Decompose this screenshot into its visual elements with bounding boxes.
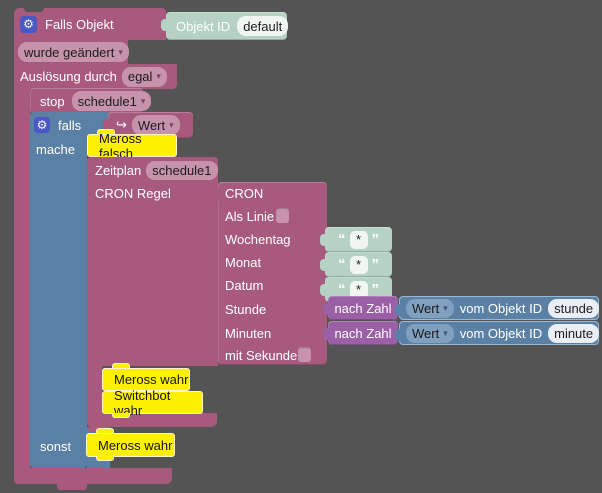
top-notch-cut	[24, 8, 44, 12]
stunde-label: Stunde	[225, 302, 267, 317]
wert-vom-objekt-block-minuten[interactable]: Wert ▾ vom Objekt ID minute	[395, 321, 600, 345]
trigger-by-dropdown-value: egal	[127, 69, 153, 84]
if-block-header[interactable]: ⚙ falls	[30, 112, 110, 138]
open-quote-icon: “	[338, 281, 346, 298]
trigger-block-header[interactable]: ⚙ Falls Objekt	[14, 8, 166, 40]
chevron-down-icon: ▾	[118, 46, 123, 57]
trigger-block-row-trigger: Auslösung durch egal ▾	[14, 64, 177, 89]
gear-icon[interactable]: ⚙	[20, 15, 37, 33]
action-label: Switchbot wahr	[114, 387, 171, 418]
close-quote-icon: ”	[371, 281, 380, 298]
mit-sekunden-checkbox[interactable]	[298, 347, 311, 362]
wert-dropdown[interactable]: Wert ▾	[406, 323, 454, 343]
string-input[interactable]: *	[349, 255, 368, 274]
zeitplan-label: Zeitplan	[95, 163, 142, 178]
action-label: Meross wahr	[114, 372, 189, 387]
close-quote-icon: ”	[371, 231, 380, 248]
connector-tab	[97, 129, 115, 135]
nach-zahl-label: nach Zahl	[334, 300, 392, 316]
stop-label: stop	[40, 93, 65, 109]
chevron-down-icon: ▾	[443, 327, 448, 338]
cron-block[interactable]: CRON Als Linie Wochentag Monat Datum Stu…	[213, 182, 327, 365]
zeitplan-name-input[interactable]: schedule1	[146, 161, 218, 180]
zeitplan-block-left-wall	[87, 366, 102, 413]
changed-dropdown[interactable]: wurde geändert ▾	[18, 42, 129, 62]
chevron-down-icon: ▾	[169, 119, 174, 130]
if-block-left-wall: mache sonst	[30, 138, 87, 468]
wert-dropdown-value: Wert	[412, 325, 440, 341]
nach-zahl-label: nach Zahl	[334, 325, 392, 341]
open-quote-icon: “	[338, 256, 346, 273]
vom-objekt-id-label: vom Objekt ID	[459, 325, 543, 341]
value-arrow-icon: ↪	[116, 117, 127, 132]
open-quote-icon: “	[338, 231, 346, 248]
trigger-block-bottom-bar	[14, 468, 172, 484]
changed-dropdown-value: wurde geändert	[24, 44, 115, 60]
vom-objekt-id-label: vom Objekt ID	[459, 300, 543, 316]
wochentag-label: Wochentag	[225, 232, 291, 247]
connector-tab	[112, 363, 130, 369]
als-linie-checkbox[interactable]	[276, 208, 289, 223]
nach-zahl-block-stunde[interactable]: nach Zahl	[323, 296, 398, 320]
cron-title: CRON	[225, 186, 264, 201]
minuten-label: Minuten	[225, 326, 272, 341]
action-block-meross-wahr[interactable]: Meross wahr	[102, 368, 190, 391]
next-connector-tab	[57, 484, 87, 490]
mit-sekunden-label: mit Sekunden	[225, 348, 305, 363]
chevron-down-icon: ▾	[443, 302, 448, 313]
wert-dropdown[interactable]: Wert ▾	[131, 115, 180, 135]
else-label: sonst	[40, 439, 72, 454]
objekt-id-input[interactable]: default	[237, 16, 289, 36]
objekt-id-label: Objekt ID	[176, 18, 231, 34]
action-block-meross-wahr-sonst[interactable]: Meross wahr	[86, 433, 175, 457]
als-linie-label: Als Linie	[225, 209, 275, 224]
wert-vom-objekt-block-stunde[interactable]: Wert ▾ vom Objekt ID stunde	[395, 296, 600, 320]
wert-dropdown[interactable]: Wert ▾	[406, 298, 454, 318]
action-label: Meross wahr	[98, 437, 173, 453]
oid-input[interactable]: stunde	[548, 298, 600, 318]
next-connector-tab	[88, 427, 103, 432]
string-block-wochentag[interactable]: “ * ”	[320, 227, 392, 252]
trigger-block-left-wall	[14, 89, 30, 468]
chevron-down-icon: ▾	[140, 95, 146, 106]
trigger-block-title: Falls Objekt	[45, 16, 114, 32]
connector-tab	[96, 456, 114, 461]
gear-icon[interactable]: ⚙	[34, 117, 50, 133]
stop-block[interactable]: stop schedule1 ▾	[30, 88, 152, 114]
trigger-by-dropdown[interactable]: egal ▾	[121, 66, 167, 87]
trigger-block-row-changed: wurde geändert ▾	[14, 40, 129, 64]
wert-trigger-value-block[interactable]: ↪ Wert ▾	[103, 112, 193, 138]
zeitplan-block-body[interactable]: Zeitplan schedule1 CRON Regel	[87, 157, 218, 366]
action-block-meross-falsch[interactable]: Meross falsch	[87, 131, 177, 161]
objekt-id-block[interactable]: Objekt ID default	[161, 12, 289, 40]
connector-tab	[112, 413, 130, 418]
action-block-switchbot-wahr[interactable]: Switchbot wahr	[102, 388, 203, 418]
close-quote-icon: ”	[371, 256, 380, 273]
if-label: falls	[58, 117, 82, 133]
stop-schedule-value: schedule1	[77, 93, 137, 109]
string-input[interactable]: *	[349, 280, 368, 299]
wert-dropdown-value: Wert	[412, 300, 440, 316]
cron-rule-label: CRON Regel	[95, 186, 171, 201]
datum-label: Datum	[225, 278, 264, 293]
nach-zahl-block-minuten[interactable]: nach Zahl	[323, 321, 398, 345]
connector-tab	[96, 428, 114, 434]
stop-schedule-dropdown[interactable]: schedule1 ▾	[71, 91, 152, 111]
wert-dropdown-value: Wert	[137, 117, 166, 133]
oid-input[interactable]: minute	[548, 323, 600, 343]
trigger-by-label: Auslösung durch	[20, 69, 117, 84]
string-block-monat[interactable]: “ * ”	[320, 252, 392, 277]
string-input[interactable]: *	[349, 230, 368, 249]
monat-label: Monat	[225, 255, 262, 270]
chevron-down-icon: ▾	[156, 71, 161, 81]
do-label: mache	[36, 142, 76, 157]
